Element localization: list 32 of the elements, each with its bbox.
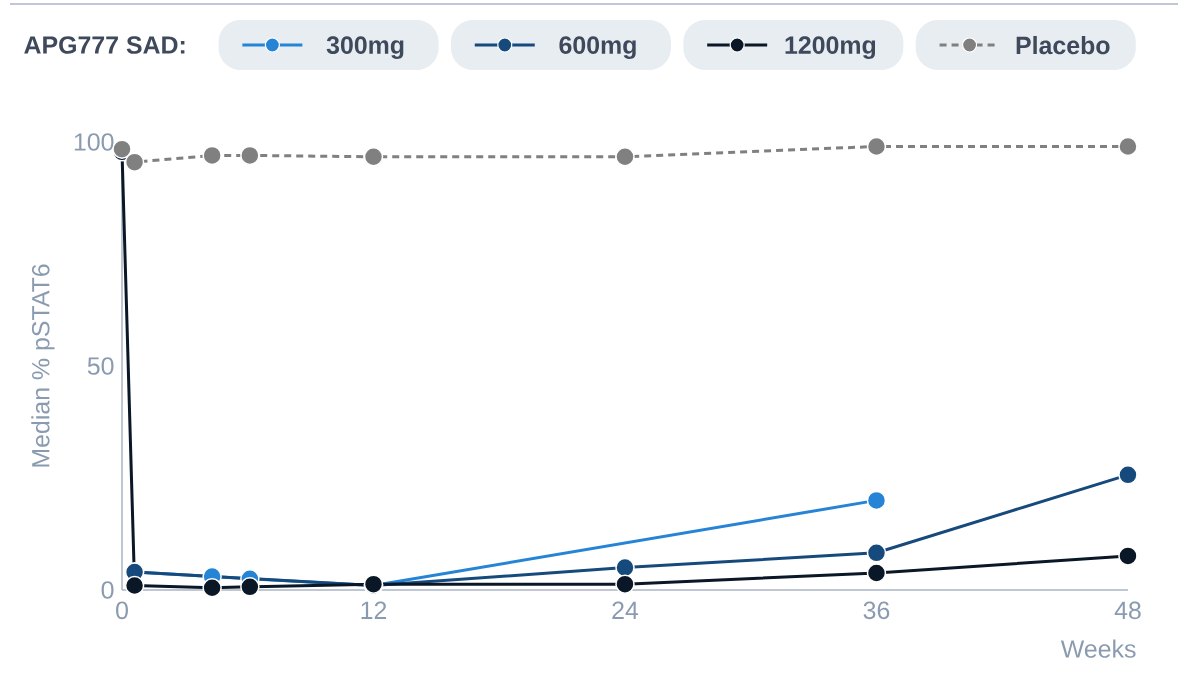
- legend-label: 300mg: [326, 36, 404, 59]
- point: [866, 136, 887, 157]
- point: [866, 543, 887, 563]
- point: [1118, 136, 1138, 157]
- point: [615, 147, 635, 167]
- point: [615, 574, 635, 594]
- x-tick-label: 24: [612, 601, 639, 619]
- x-tick-label: 0: [116, 601, 128, 620]
- point: [124, 152, 145, 172]
- point: [615, 557, 635, 578]
- y-tick-label: 100: [74, 133, 114, 151]
- y-tick-label: 50: [87, 357, 114, 375]
- x-tick-label: 12: [361, 601, 387, 619]
- point: [202, 578, 222, 598]
- point: [363, 147, 384, 167]
- x-tick-label: 48: [1114, 601, 1141, 620]
- x-tick-label: 36: [863, 601, 890, 620]
- legend-label: 600mg: [559, 36, 636, 59]
- point: [866, 490, 887, 511]
- point: [1118, 546, 1138, 566]
- y-axis-title: Median % pSTAT6: [31, 264, 55, 467]
- point: [1118, 465, 1138, 485]
- point: [202, 145, 222, 166]
- legend-title: APG777 SAD:: [24, 36, 185, 54]
- point: [124, 575, 145, 596]
- point: [866, 563, 887, 583]
- point: [240, 145, 260, 166]
- y-tick-label: 0: [101, 581, 114, 599]
- legend-label: 1200mg: [785, 36, 876, 59]
- x-axis-title: Weeks: [1060, 639, 1136, 658]
- legend-label: Placebo: [1016, 35, 1110, 55]
- point: [240, 577, 260, 597]
